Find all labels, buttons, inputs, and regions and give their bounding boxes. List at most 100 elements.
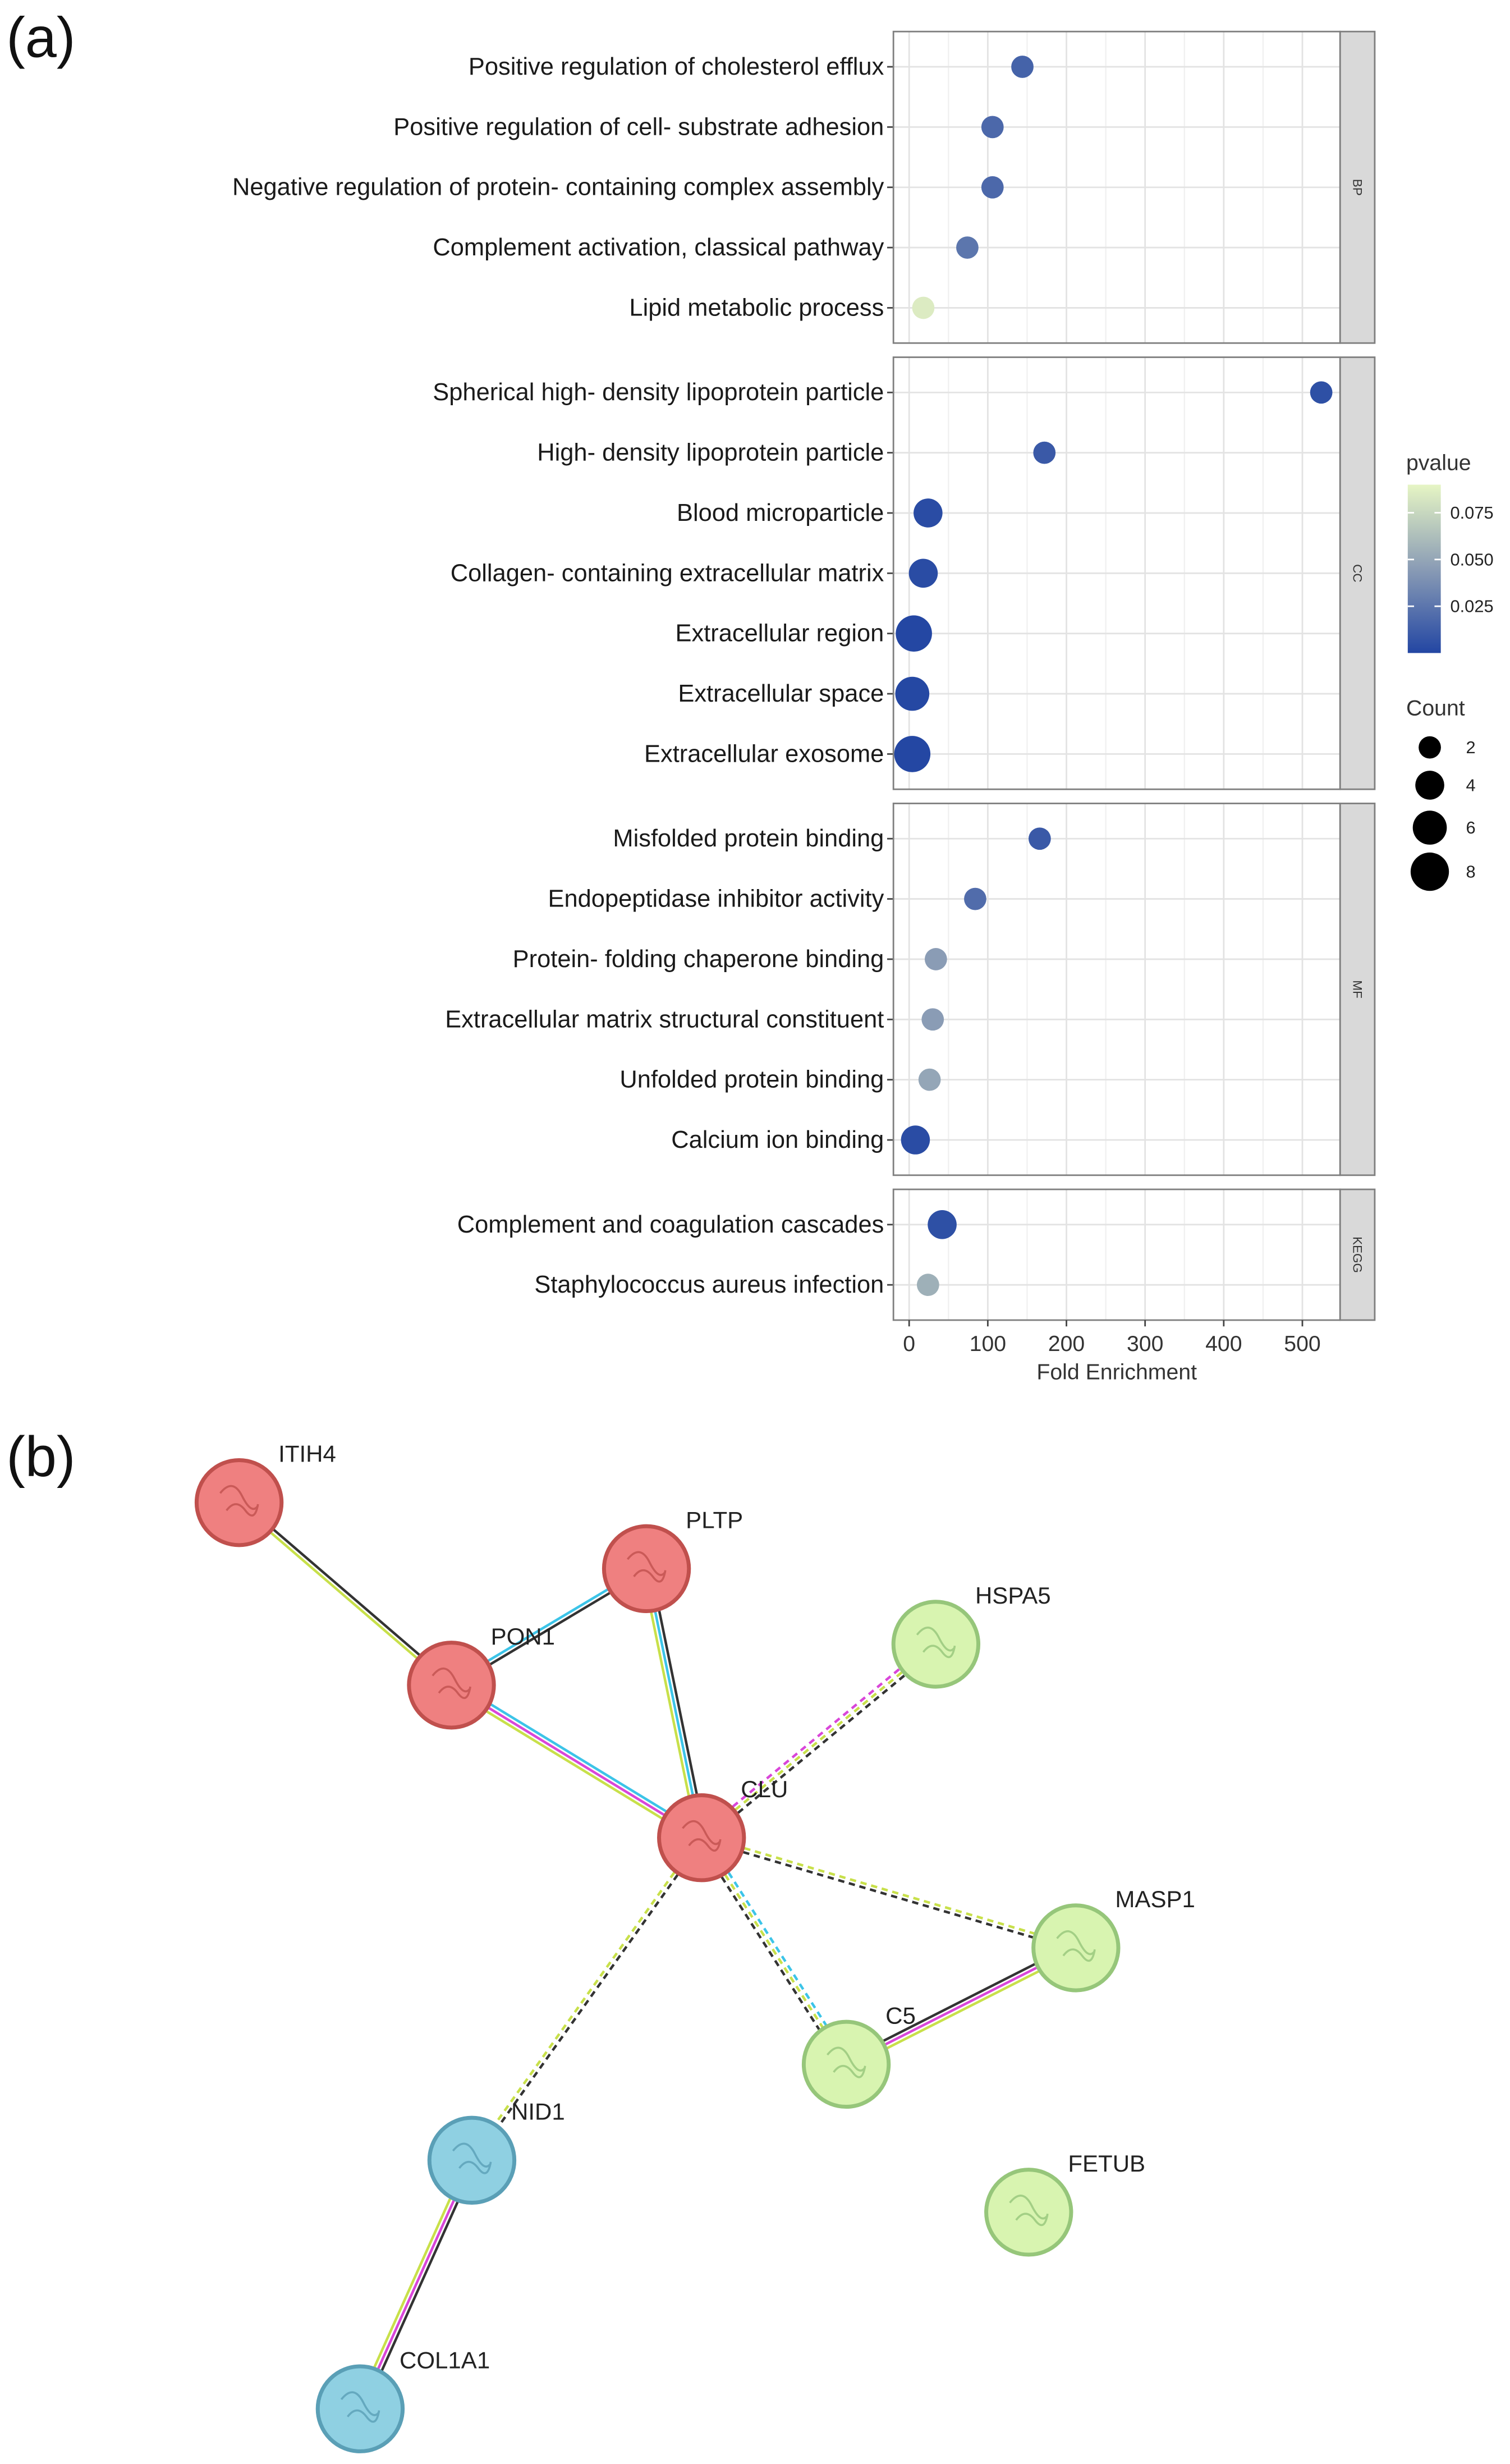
node-label: FETUB — [1068, 2150, 1145, 2177]
y-tick-label: Negative regulation of protein- containi… — [232, 174, 884, 201]
node-structure — [452, 2142, 492, 2174]
network-node — [657, 1793, 746, 1883]
node-structure — [916, 1627, 956, 1659]
y-tick-label: Complement and coagulation cascades — [457, 1211, 884, 1238]
legend-title: Count — [1406, 696, 1465, 721]
x-tick-label: 300 — [1127, 1331, 1163, 1356]
dot — [924, 948, 947, 970]
facet-strip — [1339, 1188, 1376, 1321]
size-key — [1419, 736, 1441, 759]
y-tick-label: Positive regulation of cholesterol efflu… — [469, 53, 884, 80]
node-label: HSPA5 — [975, 1582, 1051, 1609]
size-key — [1415, 771, 1444, 800]
facet-strip — [1339, 356, 1376, 790]
colorbar-label: 0.050 — [1450, 549, 1493, 569]
dot — [1028, 827, 1051, 850]
node-label: C5 — [885, 2002, 916, 2028]
network-edge — [700, 1838, 1076, 1952]
network-edge — [700, 1643, 937, 1839]
dot — [964, 887, 986, 910]
colorbar-label: 0.025 — [1450, 597, 1493, 616]
facet-strip — [1339, 30, 1376, 344]
network-edge — [698, 1640, 934, 1836]
network-node — [801, 2019, 891, 2109]
y-tick-label: Collagen- containing extracellular matri… — [451, 560, 884, 587]
dot — [1033, 441, 1056, 464]
network-edge — [649, 1567, 707, 1838]
node-label: NID1 — [511, 2098, 565, 2124]
dot — [928, 1210, 957, 1239]
dot — [1011, 56, 1034, 78]
legend-title: pvalue — [1406, 450, 1471, 475]
x-tick-label: 500 — [1284, 1331, 1320, 1356]
y-tick-label: Extracellular region — [676, 620, 884, 647]
size-label: 4 — [1466, 775, 1476, 795]
network-edge — [239, 1500, 454, 1685]
network-node — [602, 1524, 691, 1614]
network-edge — [641, 1569, 699, 1839]
y-tick-label: Extracellular matrix structural constitu… — [445, 1006, 884, 1033]
node-structure — [827, 2046, 866, 2078]
node-label: PON1 — [491, 1623, 555, 1650]
node-structure — [1056, 1930, 1096, 1962]
size-key — [1410, 852, 1449, 891]
network-node — [194, 1458, 284, 1547]
network-edge — [703, 1646, 939, 1842]
network-edge — [237, 1503, 451, 1688]
network-node — [315, 2364, 405, 2453]
dot — [918, 1068, 941, 1091]
network-edge — [448, 1687, 700, 1843]
x-axis-title: Fold Enrichment — [1036, 1359, 1197, 1384]
facet-label: CC — [1351, 564, 1365, 582]
dot — [1310, 381, 1333, 404]
network-edge — [645, 1568, 703, 1838]
dot — [895, 676, 930, 711]
y-tick-label: Unfolded protein binding — [619, 1066, 884, 1093]
y-tick-label: Extracellular exosome — [644, 740, 884, 767]
panel-label: (a) — [6, 6, 75, 69]
y-tick-label: Complement activation, classical pathway — [433, 234, 884, 261]
panel-label: (b) — [6, 1426, 75, 1489]
dot — [981, 116, 1004, 139]
size-label: 8 — [1466, 862, 1476, 882]
facet-label: KEGG — [1351, 1236, 1365, 1273]
node-structure — [219, 1485, 259, 1517]
y-tick-label: Extracellular space — [678, 680, 884, 707]
panel-background — [893, 1189, 1341, 1320]
node-label: ITIH4 — [278, 1441, 336, 1467]
node-structure — [340, 2391, 380, 2423]
y-tick-label: Lipid metabolic process — [629, 294, 884, 321]
node-label: MASP1 — [1115, 1886, 1195, 1912]
network-edge — [355, 2158, 470, 2408]
network-edge — [451, 1684, 703, 1839]
facet-label: MF — [1351, 980, 1365, 998]
node-label: COL1A1 — [400, 2347, 490, 2373]
facet-strip — [1339, 803, 1376, 1176]
x-tick-label: 400 — [1205, 1331, 1242, 1356]
y-tick-label: Staphylococcus aureus infection — [534, 1271, 884, 1298]
dot — [956, 236, 979, 259]
x-tick-label: 100 — [970, 1331, 1006, 1356]
y-tick-label: High- density lipoprotein particle — [537, 439, 884, 466]
network-edge — [469, 1835, 701, 2160]
size-label: 2 — [1466, 738, 1476, 757]
y-tick-label: Blood microparticle — [677, 500, 884, 526]
node-structure — [1009, 2195, 1049, 2227]
dot — [894, 736, 931, 772]
y-tick-label: Protein- folding chaperone binding — [513, 946, 884, 973]
dot — [914, 498, 943, 528]
size-key — [1412, 810, 1447, 845]
y-tick-label: Positive regulation of cell- substrate a… — [393, 113, 884, 140]
y-tick-label: Endopeptidase inhibitor activity — [548, 886, 884, 913]
dot — [916, 1274, 939, 1297]
network-edge — [704, 1835, 851, 2063]
y-tick-label: Calcium ion binding — [671, 1126, 884, 1153]
node-structure — [627, 1551, 667, 1583]
network-edge — [697, 1839, 844, 2067]
node-structure — [682, 1820, 722, 1852]
node-structure — [432, 1668, 471, 1700]
facet-label: BP — [1351, 179, 1365, 196]
node-label: PLTP — [686, 1506, 743, 1533]
